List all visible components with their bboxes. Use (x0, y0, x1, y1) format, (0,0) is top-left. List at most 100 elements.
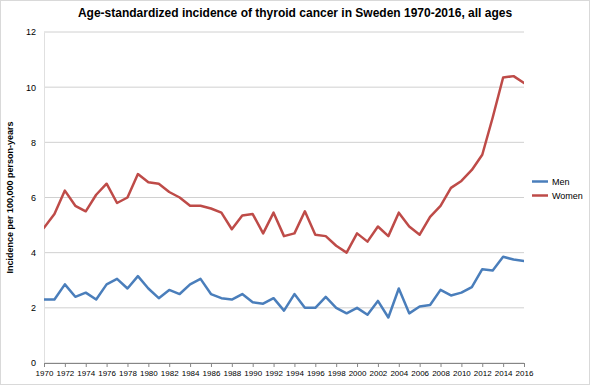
x-tick-label: 1976 (98, 369, 116, 378)
x-tick-mark (211, 363, 212, 367)
x-tick: 1970 (36, 363, 54, 378)
x-tick-mark (315, 363, 316, 367)
x-tick-label: 1990 (244, 369, 262, 378)
x-tick-label: 1978 (119, 369, 137, 378)
legend-swatch (532, 194, 548, 197)
y-tick: 8 (31, 138, 44, 148)
x-tick-label: 1970 (36, 369, 54, 378)
x-tick-mark (253, 363, 254, 367)
legend-item: Men (532, 177, 570, 187)
x-tick: 1990 (244, 363, 262, 378)
x-tick-label: 1984 (182, 369, 200, 378)
y-tick-label: 2 (31, 303, 36, 313)
grid-line (44, 252, 524, 253)
x-tick: 2004 (390, 363, 408, 378)
x-tick-label: 1972 (56, 369, 74, 378)
x-tick-mark (420, 363, 421, 367)
x-tick-label: 1994 (286, 369, 304, 378)
x-tick: 2014 (495, 363, 513, 378)
x-tick-mark (399, 363, 400, 367)
x-tick: 2008 (432, 363, 450, 378)
x-tick-mark (127, 363, 128, 367)
x-tick-label: 2012 (474, 369, 492, 378)
x-tick: 1988 (223, 363, 241, 378)
x-tick: 2010 (453, 363, 471, 378)
x-tick-label: 2006 (411, 369, 429, 378)
x-tick-label: 2004 (390, 369, 408, 378)
x-tick-mark (274, 363, 275, 367)
grid-line (44, 142, 524, 143)
x-tick-label: 1982 (161, 369, 179, 378)
x-tick-label: 2002 (370, 369, 388, 378)
x-tick: 1986 (203, 363, 221, 378)
legend-item: Women (532, 191, 583, 201)
grid-line (44, 197, 524, 198)
x-tick: 1982 (161, 363, 179, 378)
grid-line (44, 32, 524, 33)
x-tick-label: 2000 (349, 369, 367, 378)
x-tick-mark (44, 363, 45, 367)
x-tick-mark (336, 363, 337, 367)
x-tick-label: 2008 (432, 369, 450, 378)
y-tick-label: 6 (31, 193, 36, 203)
x-tick-mark (482, 363, 483, 367)
y-tick: 6 (31, 193, 44, 203)
x-axis-line (45, 363, 525, 364)
x-tick-mark (169, 363, 170, 367)
y-tick: 10 (26, 83, 44, 93)
x-tick-mark (503, 363, 504, 367)
x-tick-mark (524, 363, 525, 367)
x-tick: 1978 (119, 363, 137, 378)
grid-line (44, 307, 524, 308)
y-axis-line (44, 33, 45, 364)
x-tick: 1998 (328, 363, 346, 378)
x-tick-label: 1980 (140, 369, 158, 378)
x-tick-label: 1974 (77, 369, 95, 378)
y-tick-label: 12 (26, 27, 36, 37)
y-axis-title: Incidence per 100,000 person-years (5, 121, 15, 273)
y-tick-label: 8 (31, 138, 36, 148)
grid (44, 32, 524, 363)
x-tick: 2012 (474, 363, 492, 378)
x-tick: 2000 (349, 363, 367, 378)
chart-title: Age-standardized incidence of thyroid ca… (78, 6, 512, 20)
x-tick: 1992 (265, 363, 283, 378)
x-tick-mark (86, 363, 87, 367)
x-tick-label: 2014 (495, 369, 513, 378)
x-tick-label: 1996 (307, 369, 325, 378)
legend-swatch (532, 180, 548, 183)
y-tick: 4 (31, 248, 44, 258)
x-tick-mark (441, 363, 442, 367)
x-tick-mark (148, 363, 149, 367)
x-tick: 2016 (516, 363, 534, 378)
x-tick: 1974 (77, 363, 95, 378)
x-tick: 2006 (411, 363, 429, 378)
x-tick-label: 1992 (265, 369, 283, 378)
y-tick: 12 (26, 27, 44, 37)
y-tick-label: 4 (31, 248, 36, 258)
x-tick: 1996 (307, 363, 325, 378)
x-tick-mark (357, 363, 358, 367)
x-tick-label: 1986 (203, 369, 221, 378)
x-tick-mark (232, 363, 233, 367)
grid-line (44, 87, 524, 88)
x-tick: 1976 (98, 363, 116, 378)
x-tick: 1994 (286, 363, 304, 378)
legend: Men Women (532, 177, 583, 201)
series-lines (44, 76, 524, 317)
x-tick-label: 1998 (328, 369, 346, 378)
x-tick-mark (190, 363, 191, 367)
x-tick-mark (107, 363, 108, 367)
legend-label: Women (552, 191, 583, 201)
x-tick: 1980 (140, 363, 158, 378)
series-line (44, 76, 524, 253)
x-tick-mark (378, 363, 379, 367)
x-axis: 1970197219741976197819801982198419861988… (36, 363, 534, 378)
x-tick: 2002 (370, 363, 388, 378)
x-tick-label: 1988 (223, 369, 241, 378)
x-tick: 1984 (182, 363, 200, 378)
chart: 0246810121970197219741976197819801982198… (0, 0, 590, 385)
x-tick-label: 2016 (516, 369, 534, 378)
y-axis: 024681012 (26, 27, 45, 368)
y-tick-label: 10 (26, 83, 36, 93)
